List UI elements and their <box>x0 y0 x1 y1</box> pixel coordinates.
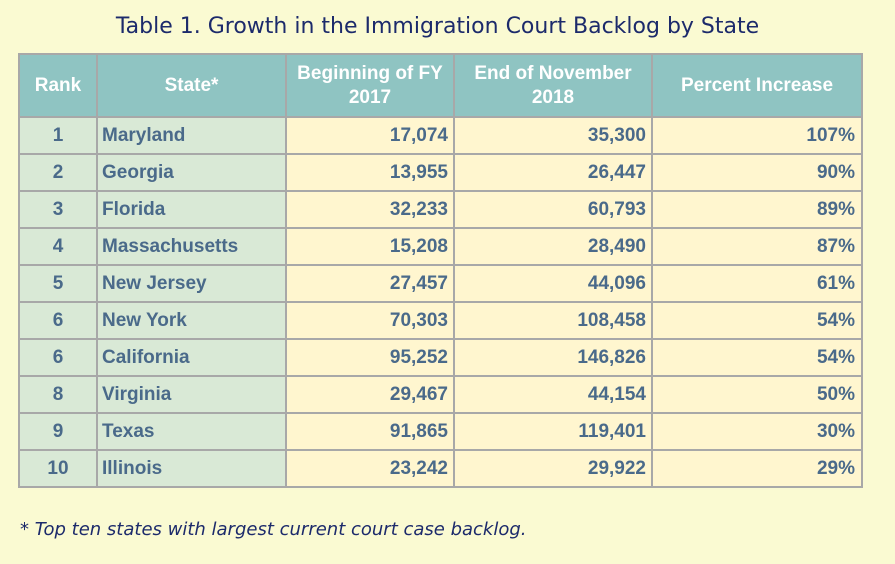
cell-rank: 3 <box>18 190 98 229</box>
footnote: * Top ten states with largest current co… <box>20 519 527 540</box>
cell-end: 28,490 <box>453 227 653 266</box>
table-row: 8 Virginia 29,467 44,154 50% <box>18 375 863 414</box>
table-title: Table 1. Growth in the Immigration Court… <box>115 14 760 39</box>
cell-rank: 6 <box>18 338 98 377</box>
cell-rank: 6 <box>18 301 98 340</box>
cell-percent: 29% <box>651 449 863 488</box>
cell-state: New Jersey <box>96 264 287 303</box>
cell-end: 60,793 <box>453 190 653 229</box>
cell-state: Virginia <box>96 375 287 414</box>
cell-beginning: 15,208 <box>285 227 455 266</box>
cell-beginning: 17,074 <box>285 116 455 155</box>
header-percent-increase: Percent Increase <box>651 53 863 118</box>
cell-percent: 87% <box>651 227 863 266</box>
cell-beginning: 70,303 <box>285 301 455 340</box>
cell-rank: 2 <box>18 153 98 192</box>
header-rank: Rank <box>18 53 98 118</box>
cell-end: 108,458 <box>453 301 653 340</box>
cell-beginning: 23,242 <box>285 449 455 488</box>
cell-end: 35,300 <box>453 116 653 155</box>
cell-percent: 90% <box>651 153 863 192</box>
table-row: 5 New Jersey 27,457 44,096 61% <box>18 264 863 303</box>
cell-state: California <box>96 338 287 377</box>
cell-state: Florida <box>96 190 287 229</box>
cell-percent: 50% <box>651 375 863 414</box>
cell-beginning: 13,955 <box>285 153 455 192</box>
header-beginning-fy2017: Beginning of FY 2017 <box>285 53 455 118</box>
cell-state: Georgia <box>96 153 287 192</box>
table-row: 4 Massachusetts 15,208 28,490 87% <box>18 227 863 266</box>
cell-rank: 10 <box>18 449 98 488</box>
cell-end: 26,447 <box>453 153 653 192</box>
header-end-nov2018: End of November 2018 <box>453 53 653 118</box>
table-row: 3 Florida 32,233 60,793 89% <box>18 190 863 229</box>
cell-end: 44,154 <box>453 375 653 414</box>
cell-rank: 1 <box>18 116 98 155</box>
backlog-table: Rank State* Beginning of FY 2017 End of … <box>18 53 863 488</box>
header-state: State* <box>96 53 287 118</box>
cell-end: 119,401 <box>453 412 653 451</box>
cell-percent: 54% <box>651 338 863 377</box>
cell-percent: 61% <box>651 264 863 303</box>
cell-beginning: 91,865 <box>285 412 455 451</box>
cell-beginning: 95,252 <box>285 338 455 377</box>
cell-rank: 5 <box>18 264 98 303</box>
cell-rank: 9 <box>18 412 98 451</box>
cell-percent: 54% <box>651 301 863 340</box>
cell-end: 146,826 <box>453 338 653 377</box>
header-row: Rank State* Beginning of FY 2017 End of … <box>18 53 863 118</box>
cell-percent: 30% <box>651 412 863 451</box>
cell-state: Massachusetts <box>96 227 287 266</box>
cell-state: Texas <box>96 412 287 451</box>
table-row: 2 Georgia 13,955 26,447 90% <box>18 153 863 192</box>
cell-beginning: 29,467 <box>285 375 455 414</box>
cell-state: Illinois <box>96 449 287 488</box>
cell-percent: 89% <box>651 190 863 229</box>
cell-end: 29,922 <box>453 449 653 488</box>
cell-percent: 107% <box>651 116 863 155</box>
cell-rank: 8 <box>18 375 98 414</box>
table-row: 1 Maryland 17,074 35,300 107% <box>18 116 863 155</box>
cell-beginning: 27,457 <box>285 264 455 303</box>
cell-beginning: 32,233 <box>285 190 455 229</box>
cell-state: Maryland <box>96 116 287 155</box>
cell-state: New York <box>96 301 287 340</box>
table-row: 6 New York 70,303 108,458 54% <box>18 301 863 340</box>
table-row: 10 Illinois 23,242 29,922 29% <box>18 449 863 488</box>
cell-end: 44,096 <box>453 264 653 303</box>
table-row: 6 California 95,252 146,826 54% <box>18 338 863 377</box>
table-row: 9 Texas 91,865 119,401 30% <box>18 412 863 451</box>
cell-rank: 4 <box>18 227 98 266</box>
